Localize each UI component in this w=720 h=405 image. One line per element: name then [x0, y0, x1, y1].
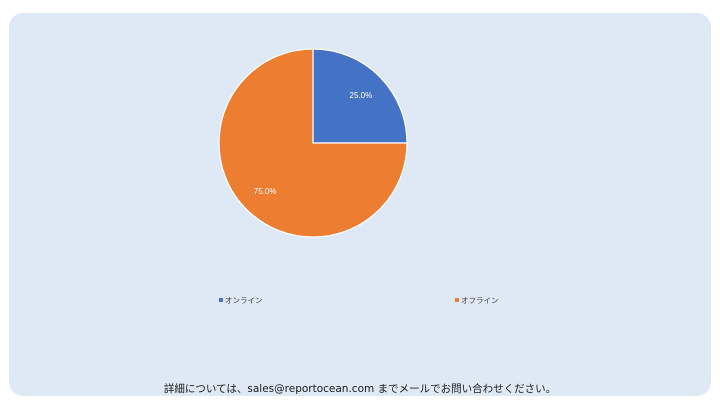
legend-label-2: オフライン: [461, 296, 499, 305]
pie-slice-2: [218, 48, 408, 238]
pie-slices: [218, 48, 408, 238]
pie-data-label-1: 25.0%: [350, 91, 373, 100]
legend-label-1: オンライン: [225, 296, 263, 305]
contact-footer-text: 詳細については、sales@reportocean.com までメールでお問い合…: [163, 383, 557, 395]
pie-data-labels: 25.0% 75.0%: [254, 91, 372, 196]
legend-swatch-1: [219, 298, 223, 302]
pie-data-label-2: 75.0%: [254, 187, 277, 196]
pie-slice-1: [312, 48, 408, 144]
chart-legend: オンライン オフライン: [219, 296, 499, 305]
legend-swatch-2: [455, 298, 459, 302]
